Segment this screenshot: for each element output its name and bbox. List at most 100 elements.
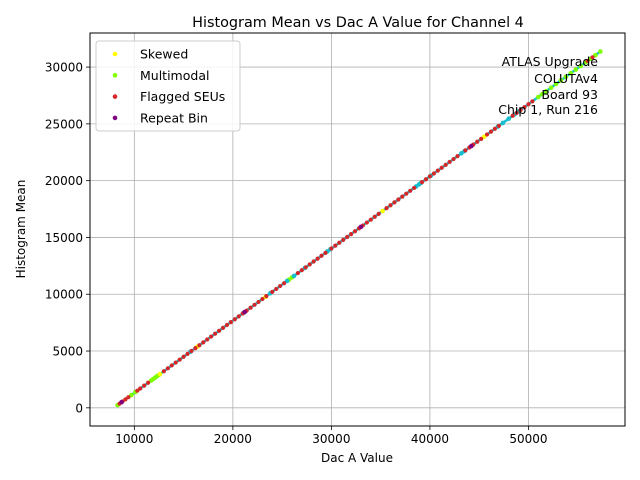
data-point — [135, 388, 140, 393]
data-point — [205, 337, 210, 342]
data-point — [535, 94, 541, 100]
legend-marker — [112, 51, 118, 57]
data-point — [380, 208, 385, 214]
data-point — [578, 63, 583, 69]
annotation-line: ATLAS Upgrade — [502, 54, 599, 69]
data-point — [236, 314, 241, 319]
y-tick-label: 0 — [75, 401, 83, 415]
annotation-line: COLUTAv4 — [534, 71, 598, 86]
data-point — [496, 123, 501, 128]
data-point — [526, 102, 531, 107]
data-point — [123, 397, 128, 402]
data-points — [115, 49, 603, 408]
data-point — [548, 85, 554, 90]
data-point — [506, 116, 512, 121]
data-point — [500, 120, 506, 126]
data-point — [197, 343, 202, 348]
data-point — [372, 214, 377, 219]
data-point — [573, 67, 579, 72]
data-point — [216, 328, 222, 333]
data-point — [400, 194, 405, 199]
data-point — [484, 132, 490, 137]
data-point — [303, 265, 308, 270]
data-point — [248, 305, 253, 310]
data-point — [189, 348, 194, 354]
data-point — [307, 262, 312, 267]
data-point — [329, 246, 334, 251]
data-point — [585, 58, 590, 64]
data-point — [423, 177, 429, 182]
data-point — [358, 224, 364, 230]
legend-marker — [112, 115, 118, 121]
data-point — [299, 268, 304, 273]
data-point — [201, 340, 206, 345]
data-point — [161, 369, 166, 374]
legend-label: Flagged SEUs — [140, 89, 225, 104]
data-point — [368, 217, 373, 222]
data-point — [260, 296, 265, 302]
data-point — [479, 136, 484, 141]
data-point — [185, 351, 190, 356]
data-point — [392, 200, 397, 205]
data-point — [146, 380, 151, 385]
data-point — [475, 139, 480, 144]
data-point — [345, 234, 350, 240]
data-point — [333, 243, 338, 248]
data-point — [252, 302, 257, 307]
data-point — [463, 148, 468, 153]
annotation-line: Chip 1, Run 216 — [498, 102, 598, 117]
data-point — [173, 360, 178, 365]
legend-marker — [112, 73, 118, 78]
x-tick-label: 40000 — [411, 432, 449, 446]
data-point — [443, 162, 448, 167]
data-point — [384, 206, 389, 211]
data-point — [138, 386, 143, 391]
data-point — [514, 110, 519, 115]
data-point — [396, 197, 401, 202]
data-point — [341, 237, 346, 242]
y-tick-label: 20000 — [45, 174, 83, 188]
x-axis-label: Dac A Value — [321, 451, 393, 465]
y-axis-ticks: 0 5000 10000 15000 20000 25000 30000 — [45, 61, 90, 415]
data-point — [126, 395, 131, 400]
data-point — [323, 250, 328, 255]
run-annotation: ATLAS Upgrade COLUTAv4 Board 93 Chip 1, … — [498, 54, 598, 117]
data-point — [568, 70, 574, 76]
data-point — [522, 105, 527, 110]
data-point — [388, 203, 393, 208]
data-point — [598, 49, 603, 54]
data-point — [177, 357, 182, 362]
data-point — [264, 294, 269, 299]
data-point — [157, 371, 163, 377]
x-axis-ticks: 10000 20000 30000 40000 50000 — [115, 426, 548, 446]
data-point — [119, 399, 124, 405]
data-point — [408, 188, 413, 193]
data-point — [209, 334, 214, 339]
data-point — [278, 283, 283, 289]
data-point — [315, 256, 320, 261]
legend-label: Skewed — [140, 47, 188, 62]
legend-label: Repeat Bin — [140, 110, 208, 125]
data-point — [492, 126, 498, 131]
data-point — [451, 156, 456, 162]
data-point — [543, 88, 549, 94]
data-point — [468, 143, 474, 149]
data-point — [319, 253, 324, 258]
legend-box — [95, 40, 241, 132]
data-point — [553, 81, 559, 87]
data-point — [539, 91, 545, 97]
data-point — [181, 354, 186, 359]
annotation-line: Board 93 — [541, 87, 598, 102]
x-tick-label: 20000 — [214, 432, 252, 446]
data-point — [274, 286, 279, 292]
data-point — [518, 107, 523, 113]
data-point — [364, 220, 369, 225]
x-tick-label: 10000 — [115, 432, 153, 446]
data-point — [419, 180, 425, 185]
data-point — [193, 346, 198, 351]
data-point — [242, 309, 247, 315]
data-point — [352, 229, 358, 234]
legend-marker — [112, 94, 118, 99]
data-point — [431, 171, 436, 176]
